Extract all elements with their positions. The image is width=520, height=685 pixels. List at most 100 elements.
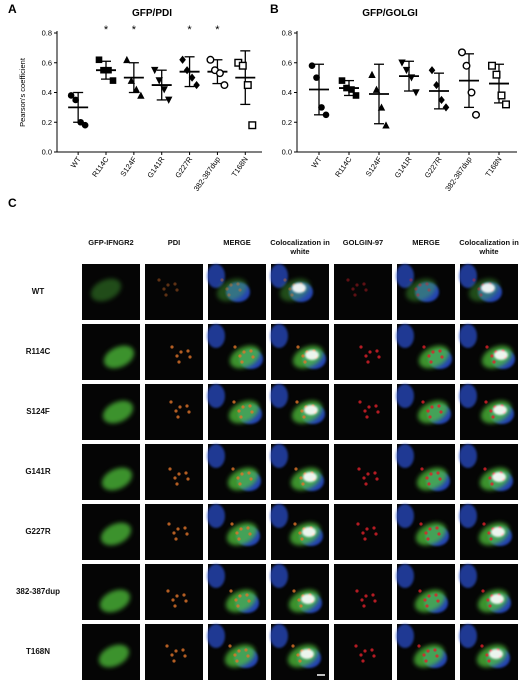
micrograph (270, 564, 329, 620)
cell-signal (247, 471, 251, 475)
cell-signal (238, 594, 242, 598)
nucleus (207, 444, 225, 468)
cell-signal (437, 404, 441, 408)
data-point (160, 86, 168, 94)
cell-signal (472, 278, 476, 282)
colocalization (494, 350, 508, 360)
cell-signal (425, 604, 429, 608)
data-point (109, 77, 117, 84)
cell-signal (90, 278, 122, 302)
cell-signal (296, 653, 300, 657)
data-point (308, 62, 316, 70)
y-axis-label: Pearson's coefficient (18, 57, 27, 127)
data-point (313, 74, 320, 81)
row-label: R114C (25, 347, 51, 356)
cell-signal (438, 477, 442, 481)
row-label: G141R (25, 467, 51, 476)
data-point (407, 74, 416, 82)
cell-signal (490, 482, 494, 486)
significance-mark: * (104, 24, 109, 36)
cell-signal (157, 278, 161, 282)
data-point (238, 61, 247, 70)
micrograph-background (334, 324, 392, 380)
cell-signal (346, 278, 350, 282)
cell-signal (439, 410, 443, 414)
x-tick-label: R114C (333, 155, 354, 179)
cell-signal (247, 599, 251, 603)
cell-signal (234, 598, 238, 602)
nucleus (396, 384, 414, 408)
cell-signal (177, 360, 181, 364)
cell-signal (235, 659, 239, 663)
colocalization (305, 350, 319, 360)
nucleus (207, 624, 225, 648)
cell-signal (491, 415, 495, 419)
cell-signal (220, 278, 224, 282)
row-label: S124F (26, 407, 50, 416)
cell-signal (298, 659, 302, 663)
y-tick-label: 0.2 (282, 118, 292, 127)
cell-signal (361, 531, 365, 535)
data-point (151, 66, 159, 75)
colocalization (300, 649, 314, 659)
cell-signal (283, 278, 287, 282)
cell-signal (293, 522, 297, 526)
nucleus (270, 504, 288, 528)
micrograph (82, 444, 140, 500)
cell-signal (414, 287, 418, 291)
cell-signal (440, 355, 444, 359)
data-point (377, 103, 386, 111)
cell-signal (424, 659, 428, 663)
cell-signal (373, 599, 377, 603)
micrograph (459, 624, 518, 680)
micrograph (396, 504, 455, 560)
micrograph (82, 624, 140, 680)
cell-signal (175, 482, 179, 486)
cell-signal (166, 589, 170, 593)
y-tick-label: 0.0 (282, 148, 292, 157)
data-point (502, 100, 511, 109)
cell-signal (173, 604, 177, 608)
data-point (206, 55, 215, 64)
cell-signal (299, 476, 303, 480)
data-point (402, 66, 411, 75)
cell-signal (489, 409, 493, 413)
data-point (81, 121, 89, 129)
column-header: GOLGIN-97 (342, 238, 384, 247)
x-tick-label: G141R (393, 155, 414, 180)
micrograph (82, 384, 140, 440)
cell-signal (237, 409, 241, 413)
nucleus (270, 324, 288, 348)
cell-signal (174, 649, 178, 653)
cell-signal (485, 653, 489, 657)
micrograph (396, 444, 455, 500)
cell-signal (420, 467, 424, 471)
cell-signal (176, 527, 180, 531)
cell-signal (356, 522, 360, 526)
column-header: PDI (167, 238, 181, 247)
cell-signal (294, 467, 298, 471)
x-tick-label: T168N (483, 155, 503, 179)
cell-signal (239, 527, 243, 531)
x-tick-label: S124F (364, 155, 384, 179)
colocalization (491, 527, 505, 537)
panel-label: A (8, 2, 17, 16)
data-point (188, 73, 196, 82)
micrograph (396, 564, 455, 620)
cell-signal (433, 648, 437, 652)
cell-signal (437, 532, 441, 536)
nucleus (396, 444, 414, 468)
cell-signal (355, 589, 359, 593)
cell-signal (429, 472, 433, 476)
y-tick-label: 0.0 (42, 148, 52, 157)
cell-signal (405, 278, 437, 302)
colocalization (302, 527, 316, 537)
cell-signal (227, 293, 231, 297)
cell-signal (290, 293, 294, 297)
x-tick-label: G227R (423, 155, 444, 180)
x-tick-label: WT (310, 155, 324, 170)
cell-signal (179, 350, 183, 354)
cell-signal (487, 531, 491, 535)
